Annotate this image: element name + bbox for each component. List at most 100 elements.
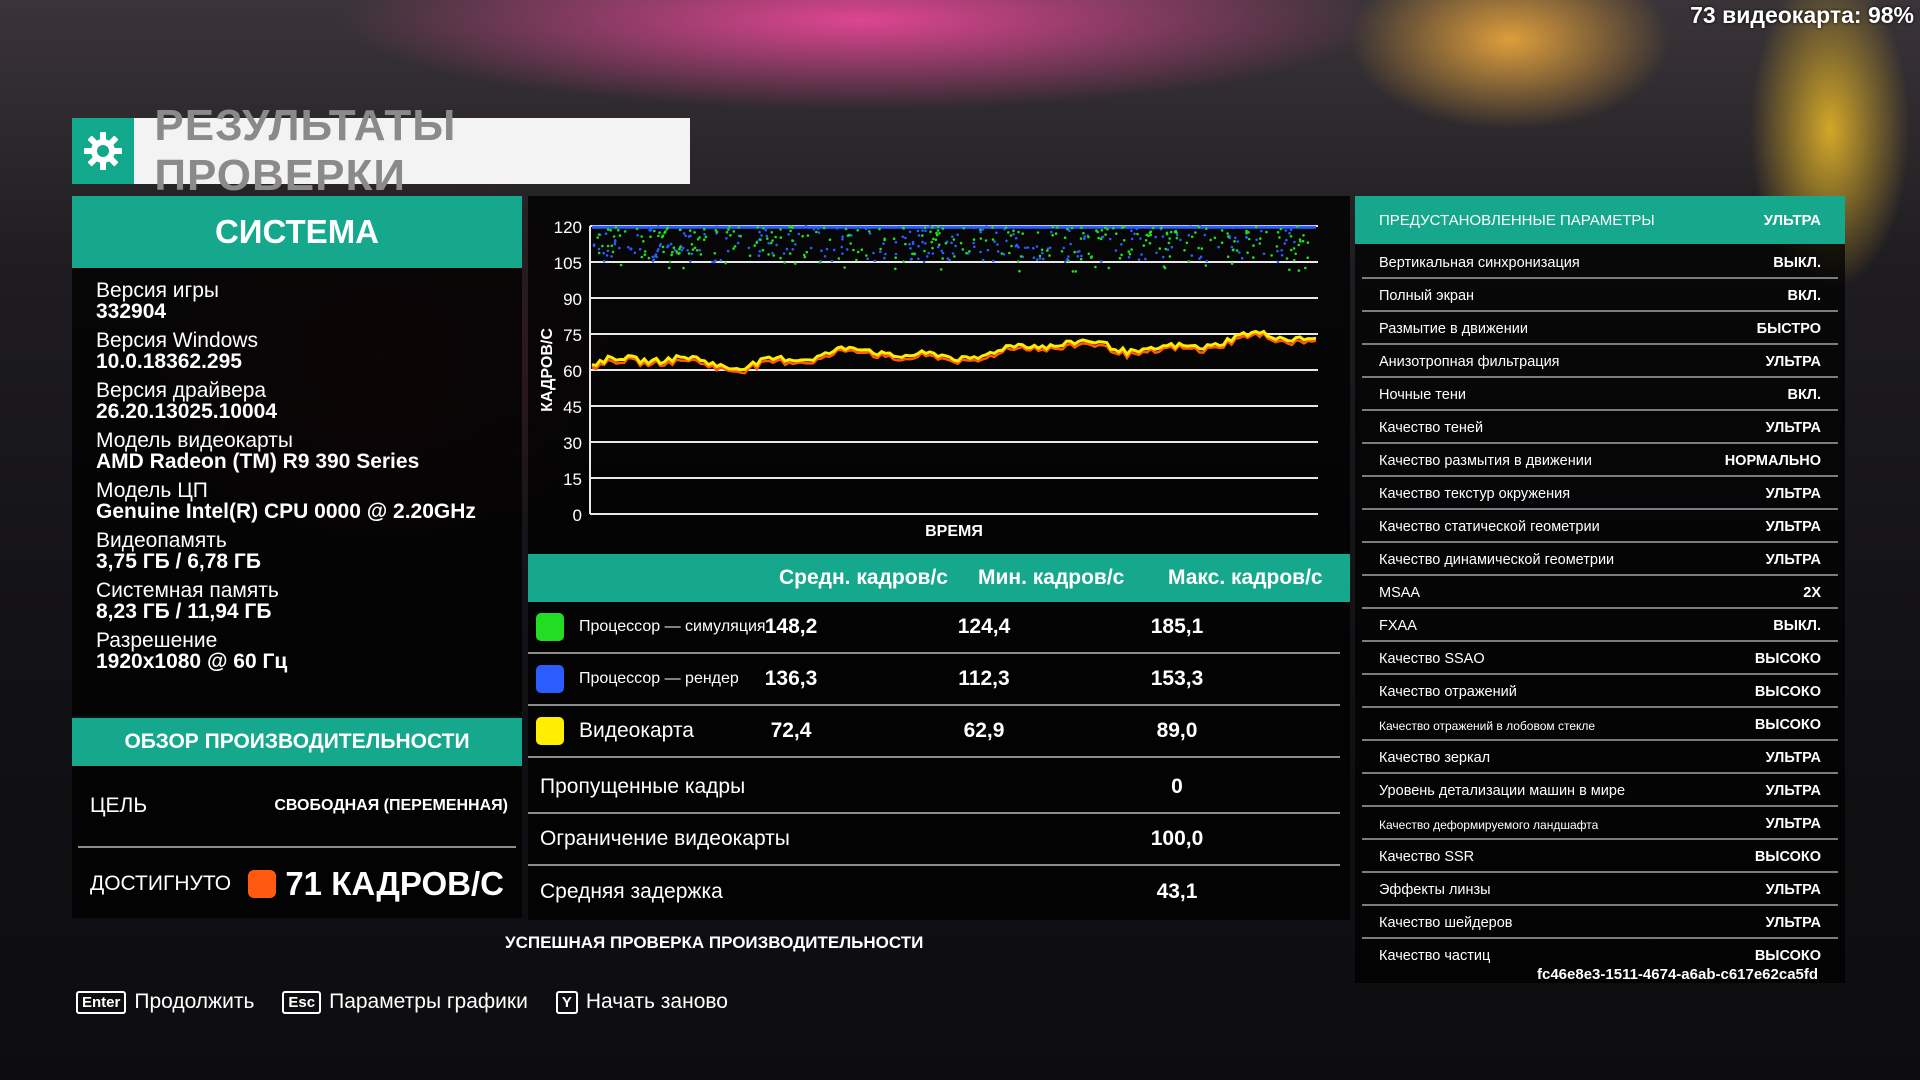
y-tick-label: 120 bbox=[554, 218, 582, 237]
cpu-render-point bbox=[725, 237, 728, 240]
cpu-render-point bbox=[1280, 249, 1283, 252]
cpu-render-point bbox=[1284, 229, 1288, 232]
cpu-sim-point bbox=[1151, 226, 1155, 230]
cpu-render-point bbox=[1014, 236, 1018, 240]
cpu-render-point bbox=[1240, 256, 1244, 260]
preset-value: УЛЬТРА bbox=[1765, 552, 1821, 568]
fps-chart-panel: 0 15 30 45 60 75 90 105 120 КАДРОВ/С ВРЕМЯ bbox=[528, 196, 1350, 554]
min-value: 112,3 bbox=[958, 667, 1010, 690]
cpu-sim-point bbox=[901, 226, 905, 230]
cpu-render-point bbox=[868, 232, 872, 235]
cpu-sim-point bbox=[902, 260, 905, 263]
cpu-sim-point bbox=[788, 252, 792, 255]
hint-продолжить[interactable]: Enter Продолжить bbox=[76, 990, 282, 1014]
cpu-sim-point bbox=[1012, 229, 1015, 232]
cpu-sim-point bbox=[647, 256, 651, 260]
cpu-sim-point bbox=[939, 268, 943, 271]
cpu-sim-point bbox=[984, 239, 988, 242]
cpu-render-point bbox=[910, 257, 913, 261]
stats-table: Средн. кадров/с Мин. кадров/с Макс. кадр… bbox=[528, 554, 1350, 920]
cpu-render-point bbox=[817, 231, 821, 234]
hint-label: Продолжить bbox=[134, 990, 255, 1013]
cpu-sim-point bbox=[1247, 237, 1251, 241]
max-value: 185,1 bbox=[1150, 615, 1204, 638]
cpu-render-point bbox=[767, 241, 770, 245]
preset-label: Качество отражений bbox=[1379, 684, 1517, 700]
cpu-sim-point bbox=[894, 256, 897, 259]
cpu-render-point bbox=[825, 247, 829, 251]
cpu-sim-point bbox=[1070, 226, 1074, 230]
cpu-render-point bbox=[921, 240, 924, 244]
cpu-render-point bbox=[832, 248, 836, 252]
cpu-sim-point bbox=[1118, 256, 1122, 260]
cpu-render-point bbox=[1236, 240, 1240, 243]
cpu-sim-point bbox=[1169, 230, 1173, 234]
cpu-sim-point bbox=[1163, 266, 1167, 270]
stats-extra-value: 43,1 bbox=[1156, 880, 1198, 903]
cpu-sim-point bbox=[1233, 240, 1236, 243]
cpu-render-point bbox=[686, 249, 689, 252]
preset-label: Качество деформируемого ландшафта bbox=[1379, 818, 1599, 832]
cpu-render-point bbox=[872, 251, 875, 255]
cpu-render-point bbox=[936, 245, 940, 249]
cpu-sim-point bbox=[606, 228, 610, 231]
cpu-render-point bbox=[1217, 245, 1220, 249]
cpu-render-point bbox=[782, 252, 786, 255]
cpu-render-point bbox=[1035, 245, 1039, 248]
preset-value: УЛЬТРА bbox=[1765, 519, 1821, 535]
cpu-render-point bbox=[992, 259, 995, 263]
cpu-render-point bbox=[1015, 243, 1019, 247]
cpu-sim-point bbox=[1306, 256, 1309, 259]
cpu-render-point bbox=[1190, 254, 1194, 257]
cpu-render-point bbox=[757, 254, 761, 257]
cpu-sim-point bbox=[597, 233, 601, 236]
hint-начать-заново[interactable]: Y Начать заново bbox=[555, 990, 756, 1014]
preset-row: Качество частиц ВЫСОКО bbox=[1362, 939, 1838, 972]
cpu-render-point bbox=[1041, 251, 1044, 255]
cpu-sim-point bbox=[904, 242, 907, 246]
preset-row: Качество деформируемого ландшафта УЛЬТРА bbox=[1362, 807, 1838, 840]
cpu-render-point bbox=[659, 242, 662, 246]
cpu-sim-point bbox=[1245, 229, 1248, 233]
cpu-sim-point bbox=[1304, 266, 1307, 270]
cpu-sim-point bbox=[733, 245, 737, 248]
cpu-render-point bbox=[1161, 235, 1165, 238]
cpu-sim-point bbox=[713, 252, 717, 255]
cpu-render-point bbox=[1130, 237, 1134, 241]
cpu-sim-point bbox=[1226, 255, 1230, 258]
cpu-render-point bbox=[602, 259, 606, 263]
cpu-render-point bbox=[842, 225, 845, 229]
cpu-render-point bbox=[618, 246, 621, 250]
preset-row: Качество SSR ВЫСОКО bbox=[1362, 840, 1838, 873]
cpu-sim-point bbox=[1144, 239, 1148, 242]
preset-settings-panel: ПРЕДУСТАНОВЛЕННЫЕ ПАРАМЕТРЫ УЛЬТРА Верти… bbox=[1355, 196, 1845, 983]
cpu-sim-point bbox=[856, 250, 860, 254]
stats-extra-value: 100,0 bbox=[1150, 827, 1204, 850]
cpu-render-point bbox=[633, 251, 637, 255]
cpu-render-point bbox=[648, 229, 651, 232]
preset-row: Ночные тени ВКЛ. bbox=[1362, 378, 1838, 411]
cpu-sim-point bbox=[606, 244, 610, 248]
series-color-swatch bbox=[536, 665, 564, 693]
cpu-sim-point bbox=[610, 244, 614, 248]
cpu-render-point bbox=[1262, 252, 1266, 256]
cpu-sim-point bbox=[699, 253, 703, 256]
cpu-sim-point bbox=[1145, 233, 1149, 237]
cpu-render-point bbox=[1170, 245, 1174, 249]
preset-row: FXAA ВЫКЛ. bbox=[1362, 609, 1838, 642]
overview-heading: ОБЗОР ПРОИЗВОДИТЕЛЬНОСТИ bbox=[72, 718, 522, 766]
cpu-sim-point bbox=[1107, 266, 1111, 270]
cpu-render-point bbox=[1245, 235, 1248, 239]
cpu-render-point bbox=[1133, 232, 1136, 236]
cpu-render-point bbox=[1283, 242, 1287, 245]
cpu-render-point bbox=[1255, 238, 1258, 241]
hint-параметры-графики[interactable]: Esc Параметры графики bbox=[282, 990, 555, 1014]
cpu-render-point bbox=[1048, 246, 1052, 249]
session-id: fc46e8e3-1511-4674-a6ab-c617e62ca5fd bbox=[1537, 966, 1819, 983]
cpu-render-point bbox=[605, 254, 609, 257]
cpu-sim-point bbox=[1007, 231, 1010, 234]
preset-value: УЛЬТРА bbox=[1765, 420, 1821, 436]
cpu-sim-point bbox=[934, 238, 938, 241]
cpu-render-point bbox=[950, 241, 953, 245]
cpu-render-point bbox=[883, 256, 886, 260]
